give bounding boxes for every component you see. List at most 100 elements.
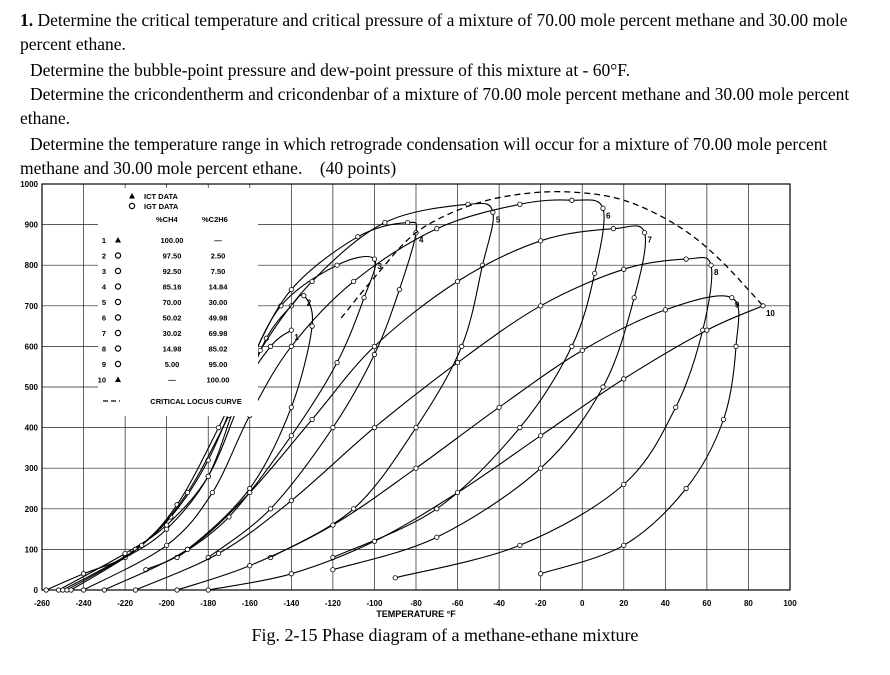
legend-row-c2h6: 69.98 [209, 329, 228, 338]
x-tick-label: -60 [452, 599, 464, 608]
curve-label-5: 5 [496, 215, 501, 224]
data-point [60, 587, 66, 593]
data-point [538, 465, 544, 471]
data-point [434, 226, 440, 232]
data-point [459, 343, 465, 349]
chart-curves: 1 2 3 4 5 6 7 8 9 10 [43, 191, 775, 593]
data-point [434, 534, 440, 540]
circle-marker [114, 329, 122, 337]
legend-row-c2h6: 30.00 [209, 298, 228, 307]
x-tick-label: -260 [34, 599, 51, 608]
data-point [174, 587, 180, 593]
data-point [257, 347, 263, 354]
data-point [729, 295, 735, 301]
question-line-1: Determine the critical temperature and c… [20, 10, 848, 54]
data-point [43, 587, 49, 593]
data-point [708, 262, 714, 268]
data-point [538, 433, 544, 439]
question-line-4: Determine the temperature range in which… [20, 134, 828, 178]
x-tick-label: -140 [283, 599, 300, 608]
data-point [164, 542, 170, 548]
legend-row-c2h6: 7.50 [211, 267, 226, 276]
data-point [355, 234, 361, 240]
data-point [454, 278, 461, 285]
curve-label-1: 1 [294, 333, 299, 342]
data-point [631, 295, 637, 301]
data-point [288, 433, 294, 439]
curve-label-10: 10 [766, 309, 775, 318]
x-tick-label: -20 [535, 599, 547, 608]
data-point [517, 201, 523, 207]
data-point [517, 425, 523, 431]
legend-row-num: 5 [102, 298, 106, 307]
x-tick-label: -200 [159, 599, 176, 608]
legend-row-ch4: 70.00 [163, 298, 182, 307]
legend-row-c2h6: 100.00 [207, 376, 230, 385]
legend-row-num: 7 [102, 329, 106, 338]
envelope-curve-8 [135, 256, 713, 591]
y-tick-label: 700 [25, 302, 39, 311]
data-point [56, 587, 62, 593]
legend-row-ch4: — [168, 376, 176, 385]
legend-row-ch4: 14.98 [163, 345, 182, 354]
legend-row-ch4: 5.00 [165, 360, 180, 369]
x-tick-label: -220 [117, 599, 134, 608]
data-point [517, 542, 523, 548]
curve-label-9: 9 [735, 301, 740, 310]
data-point [371, 425, 378, 431]
legend-row-c2h6: 49.98 [209, 314, 228, 323]
x-tick-label: 80 [744, 599, 753, 608]
data-point [309, 278, 315, 285]
circle-marker [114, 267, 122, 275]
x-tick-label: 0 [580, 599, 585, 608]
x-tick-label: -180 [200, 599, 217, 608]
question-line-3: Determine the cricondentherm and cricond… [20, 84, 850, 128]
data-point [592, 270, 598, 276]
x-tick-label: -120 [325, 599, 342, 608]
question-number: 1. [20, 10, 34, 30]
data-point [330, 425, 336, 431]
circle-marker [114, 298, 122, 306]
legend-row-num: 2 [102, 252, 106, 261]
x-axis-label: TEMPERATURE °F [376, 609, 456, 619]
data-point [309, 416, 315, 423]
data-point [216, 425, 222, 431]
data-point [610, 226, 616, 232]
legend-row-ch4: 100.00 [161, 236, 184, 245]
data-point [405, 219, 411, 226]
critical-locus-curve [340, 191, 764, 319]
legend-row-c2h6: — [214, 236, 222, 245]
y-tick-label: 400 [25, 424, 39, 433]
legend-marker-label: IGT DATA [144, 202, 179, 211]
circle-marker [128, 202, 136, 210]
triangle-marker [115, 376, 121, 382]
triangle-marker [115, 237, 121, 243]
data-point [454, 360, 461, 366]
legend-row-num: 9 [102, 360, 106, 369]
data-point [330, 567, 336, 573]
data-point [288, 498, 294, 504]
data-point [392, 575, 398, 581]
data-point [288, 286, 294, 293]
legend-row-c2h6: 14.84 [209, 283, 229, 292]
data-point [132, 587, 139, 593]
curve-label-6: 6 [606, 211, 611, 220]
x-tick-label: -80 [410, 599, 422, 608]
data-point [733, 343, 739, 349]
circle-marker [114, 252, 122, 259]
data-point [205, 587, 211, 593]
data-point [641, 230, 648, 236]
envelope-curve-1 [45, 329, 292, 591]
curve-label-8: 8 [714, 268, 719, 277]
legend-row-num: 3 [102, 267, 106, 276]
data-point [396, 286, 402, 293]
circle-marker [114, 345, 122, 352]
data-point [184, 489, 191, 496]
data-point [496, 404, 502, 410]
data-point [621, 376, 627, 382]
data-point [216, 550, 222, 557]
data-point [538, 238, 544, 244]
data-point [720, 416, 727, 423]
chart-axes: -260 -240 -220 -200 -180 -160 -140 -120 -100 -80-… [20, 180, 797, 608]
data-point [454, 489, 461, 496]
